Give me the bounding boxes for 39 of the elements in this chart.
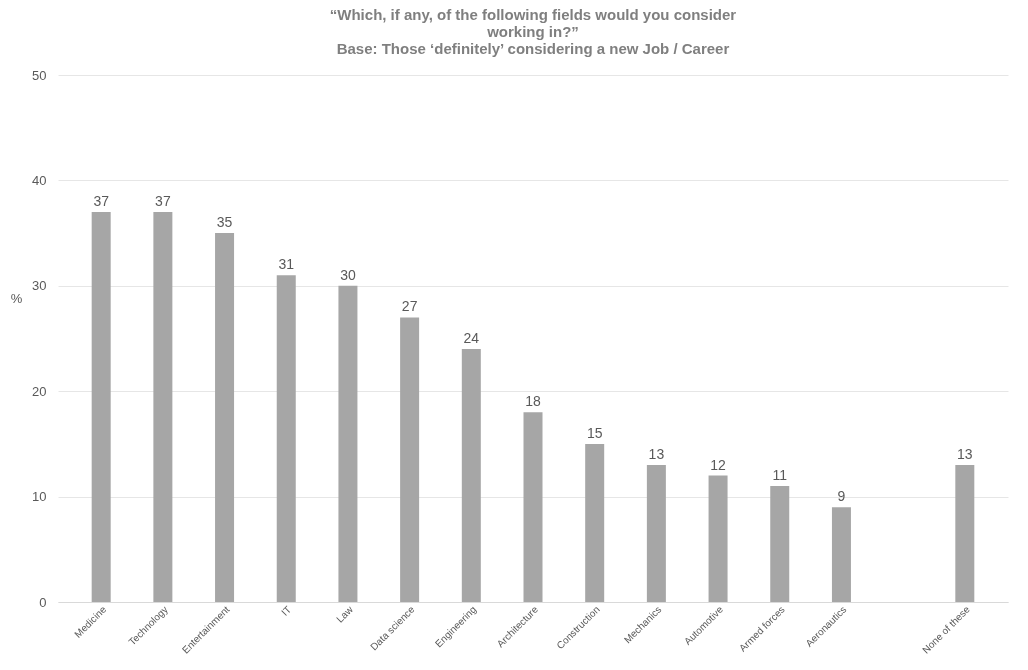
chart-subtitle: Base: Those ‘definitely’ considering a new Job / Career (336, 40, 730, 57)
data-label: 18 (525, 393, 541, 410)
bar (153, 212, 173, 602)
x-tick-label: IT (279, 603, 294, 618)
data-label: 24 (463, 330, 480, 347)
y-tick-label: 40 (32, 172, 47, 188)
bar (708, 475, 728, 602)
data-label: 35 (216, 214, 233, 231)
data-label: 11 (772, 467, 788, 484)
chart-title: “Which, if any, of the following fields would you consider working in?” (329, 6, 737, 40)
data-label: 13 (957, 445, 973, 462)
data-label: 27 (401, 298, 418, 315)
data-label: 9 (837, 488, 846, 505)
bar (585, 443, 605, 602)
bar (400, 317, 420, 602)
bar (276, 275, 296, 602)
y-axis-title: % (10, 290, 23, 306)
y-tick-label: 10 (32, 489, 47, 505)
bar (461, 349, 481, 602)
data-label: 13 (648, 445, 665, 462)
data-label: 31 (278, 256, 295, 273)
bar (91, 212, 111, 602)
bar (770, 486, 790, 602)
y-tick-label: 50 (32, 67, 47, 83)
data-label: 37 (155, 193, 171, 210)
data-label: 15 (586, 424, 603, 441)
y-tick-label: 0 (39, 594, 47, 610)
bar (955, 464, 975, 602)
bar (523, 412, 543, 602)
data-label: 12 (710, 456, 727, 473)
bar (646, 464, 666, 602)
bar (338, 285, 358, 602)
x-tick-label: Law (334, 603, 356, 625)
bar (215, 233, 235, 602)
data-label: 30 (340, 266, 356, 283)
data-label: 37 (93, 193, 110, 210)
bar (831, 507, 851, 602)
y-tick-label: 20 (32, 383, 47, 399)
y-tick-label: 30 (32, 278, 47, 294)
